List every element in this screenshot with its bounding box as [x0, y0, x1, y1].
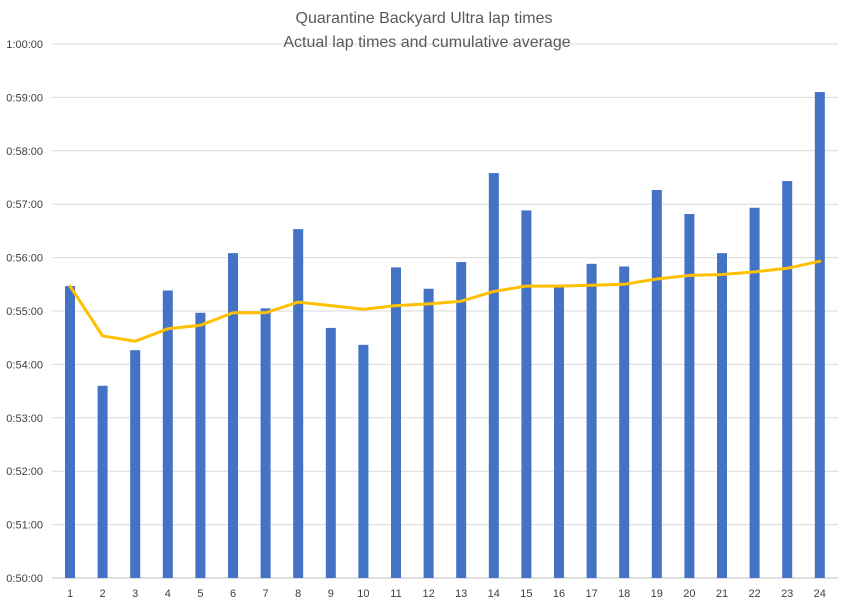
- y-tick-label: 0:50:00: [6, 573, 43, 585]
- y-tick-label: 0:58:00: [6, 146, 43, 158]
- cumulative-average-line: [68, 259, 822, 343]
- x-tick-label: 2: [100, 588, 106, 600]
- lap-time-bar: [717, 253, 727, 578]
- x-tick-label: 17: [585, 588, 597, 600]
- y-tick-label: 0:54:00: [6, 359, 43, 371]
- lap-time-bar: [521, 210, 532, 578]
- lap-time-bar: [162, 290, 173, 578]
- lap-time-bar: [325, 327, 336, 578]
- x-tick-label: 11: [390, 588, 401, 600]
- lap-time-bar: [423, 288, 434, 578]
- lap-time-bar: [684, 213, 695, 579]
- x-tick-label: 15: [520, 588, 532, 600]
- x-tick-label: 19: [651, 588, 663, 600]
- y-tick-label: 0:56:00: [6, 253, 43, 265]
- lap-time-bar: [782, 181, 793, 578]
- x-tick-label: 10: [357, 588, 369, 600]
- x-tick-label: 5: [197, 588, 203, 600]
- x-tick-label: 13: [455, 588, 467, 600]
- x-tick-label: 20: [683, 588, 695, 600]
- lap-time-bar: [554, 286, 564, 578]
- x-axis-tick-labels: 1 2 3 4 5 6 7 8 9 10 11 12 13 14 15 16 17 18 19 20 21 22 23 24: [67, 588, 826, 600]
- x-tick-label: 4: [165, 588, 171, 600]
- lap-time-bar: [456, 262, 467, 578]
- y-tick-label: 0:55:00: [6, 306, 43, 318]
- y-tick-label: 0:53:00: [6, 413, 43, 425]
- lap-time-bar: [293, 229, 304, 578]
- x-tick-label: 3: [132, 588, 138, 600]
- lap-time-bars: [65, 92, 825, 579]
- lap-time-bar: [130, 350, 141, 578]
- chart-subtitle: Actual lap times and cumulative average: [283, 34, 570, 51]
- y-tick-label: 0:52:00: [6, 466, 43, 478]
- x-tick-label: 8: [295, 588, 301, 600]
- lap-time-bar: [814, 92, 825, 578]
- lap-time-bar: [749, 207, 760, 578]
- x-tick-label: 16: [553, 588, 565, 600]
- x-tick-label: 14: [488, 588, 500, 600]
- gridlines: [52, 43, 838, 579]
- y-tick-label: 0:59:00: [6, 92, 43, 104]
- y-tick-label: 0:57:00: [6, 199, 43, 211]
- lap-time-bar: [65, 286, 75, 578]
- lap-time-bar: [619, 266, 630, 578]
- x-tick-label: 6: [230, 588, 236, 600]
- x-tick-label: 21: [716, 588, 728, 600]
- lap-time-bar: [651, 189, 662, 578]
- x-tick-label: 12: [422, 588, 434, 600]
- x-tick-label: 9: [328, 588, 334, 600]
- x-tick-label: 18: [618, 588, 630, 600]
- y-tick-label: 0:51:00: [6, 520, 43, 532]
- cumulative-average-polyline: [68, 259, 822, 343]
- x-tick-label: 1: [67, 588, 73, 600]
- lap-time-bar: [195, 312, 206, 578]
- lap-time-bar: [586, 263, 597, 578]
- lap-time-bar: [260, 308, 271, 578]
- x-tick-label: 22: [748, 588, 760, 600]
- lap-time-bar: [488, 173, 499, 579]
- x-tick-label: 24: [814, 588, 826, 600]
- lap-time-bar: [228, 253, 238, 578]
- y-tick-label: 1:00:00: [6, 39, 43, 51]
- x-tick-label: 7: [263, 588, 269, 600]
- x-tick-label: 23: [781, 588, 793, 600]
- y-axis-tick-labels: 0:50:00 0:51:00 0:52:00 0:53:00 0:54:00 0:55:…: [6, 39, 43, 585]
- lap-time-bar: [97, 385, 108, 578]
- chart-title: Quarantine Backyard Ultra lap times: [296, 10, 553, 27]
- lap-time-bar: [358, 344, 369, 578]
- lap-time-bar: [391, 267, 401, 578]
